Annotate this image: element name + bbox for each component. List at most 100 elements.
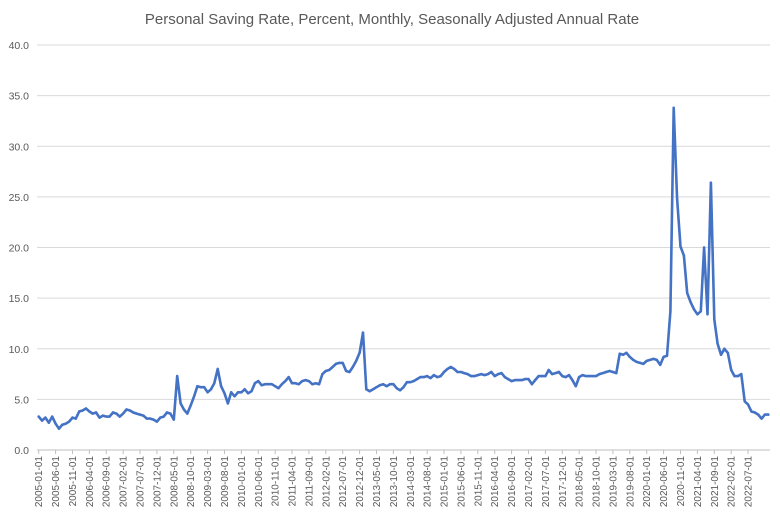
data-point — [665, 354, 669, 357]
data-point — [709, 181, 713, 184]
data-point — [730, 368, 733, 372]
gridlines — [37, 44, 770, 451]
data-point — [54, 422, 57, 425]
data-point — [527, 377, 530, 381]
data-point — [37, 415, 40, 418]
data-point — [64, 422, 67, 425]
data-point — [395, 387, 398, 390]
data-point — [534, 378, 537, 382]
x-tick-label: 2007-12-01 — [152, 456, 163, 508]
data-point — [44, 416, 47, 419]
data-point — [328, 368, 331, 372]
data-point — [331, 365, 334, 369]
data-point — [736, 374, 740, 378]
data-point — [290, 382, 294, 385]
data-point — [689, 301, 692, 304]
x-tick-label: 2022-07-01 — [744, 456, 755, 508]
data-point — [625, 351, 628, 354]
data-point — [192, 395, 196, 398]
data-point — [642, 362, 645, 366]
data-point — [311, 383, 314, 386]
data-point — [513, 378, 517, 382]
data-point — [632, 358, 635, 362]
data-point — [219, 385, 223, 388]
data-point — [233, 395, 236, 398]
data-point — [304, 378, 307, 382]
x-tick-label: 2021-04-01 — [693, 456, 704, 508]
data-point — [662, 355, 665, 359]
data-point — [159, 416, 162, 419]
x-tick-label: 2011-04-01 — [288, 456, 299, 507]
data-point — [605, 370, 608, 374]
data-point — [520, 378, 523, 382]
data-point — [415, 377, 419, 381]
data-point — [659, 363, 662, 367]
data-point — [81, 409, 84, 412]
x-tick-label: 2010-06-01 — [254, 456, 265, 508]
x-tick-label: 2006-04-01 — [85, 456, 96, 508]
data-point — [301, 379, 304, 383]
x-tick-label: 2016-09-01 — [507, 456, 518, 508]
data-point — [257, 379, 260, 383]
x-tick-label: 2009-08-01 — [220, 456, 231, 508]
data-point — [260, 384, 263, 387]
data-point — [165, 411, 169, 414]
data-point — [101, 414, 105, 417]
data-point — [57, 427, 61, 430]
data-point — [442, 370, 446, 374]
data-point — [453, 367, 456, 371]
data-point — [591, 374, 594, 378]
series-line — [37, 106, 770, 430]
data-point — [108, 415, 111, 418]
data-point — [716, 342, 719, 345]
data-point — [425, 374, 429, 378]
x-tick-label: 2020-06-01 — [659, 456, 670, 508]
data-point — [611, 370, 615, 374]
data-point — [169, 412, 172, 415]
y-tick-label: 5.0 — [14, 394, 29, 406]
x-tick-label: 2014-08-01 — [423, 456, 434, 508]
data-point — [267, 383, 270, 386]
data-point — [128, 409, 132, 412]
y-tick-label: 10.0 — [9, 344, 30, 356]
data-point — [679, 245, 682, 248]
data-point — [338, 361, 341, 365]
data-point — [398, 389, 402, 392]
x-tick-label: 2012-07-01 — [338, 456, 349, 508]
data-point — [94, 411, 98, 414]
data-point — [726, 351, 729, 354]
data-point — [321, 372, 324, 376]
data-point — [510, 379, 513, 383]
data-point — [753, 411, 756, 414]
data-point — [209, 388, 213, 391]
data-point — [203, 386, 206, 389]
data-point — [243, 388, 246, 391]
data-point — [483, 373, 486, 377]
data-point — [446, 367, 449, 371]
data-point — [47, 421, 50, 424]
data-point — [351, 365, 354, 369]
data-point — [196, 385, 199, 388]
data-point — [621, 353, 625, 356]
data-point — [577, 375, 581, 379]
data-point — [412, 379, 415, 383]
data-point — [355, 359, 358, 363]
x-tick-label: 2010-01-01 — [237, 456, 248, 508]
x-tick-label: 2006-09-01 — [102, 456, 113, 508]
data-point — [706, 313, 709, 316]
data-point — [740, 372, 743, 376]
series-layer — [37, 106, 770, 430]
y-tick-label: 0.0 — [14, 445, 29, 457]
y-axis-tick-labels: 0.0 5.0 10.0 15.0 20.0 25.0 30.0 35.0 40.0 — [9, 40, 30, 457]
y-tick-label: 25.0 — [9, 192, 30, 204]
data-point — [767, 413, 770, 416]
data-point — [287, 375, 290, 379]
data-point — [284, 379, 287, 383]
data-point — [594, 374, 598, 378]
data-point — [554, 371, 557, 375]
data-point — [429, 376, 432, 380]
data-point — [61, 423, 64, 426]
data-point — [155, 420, 159, 423]
data-point — [125, 408, 128, 411]
